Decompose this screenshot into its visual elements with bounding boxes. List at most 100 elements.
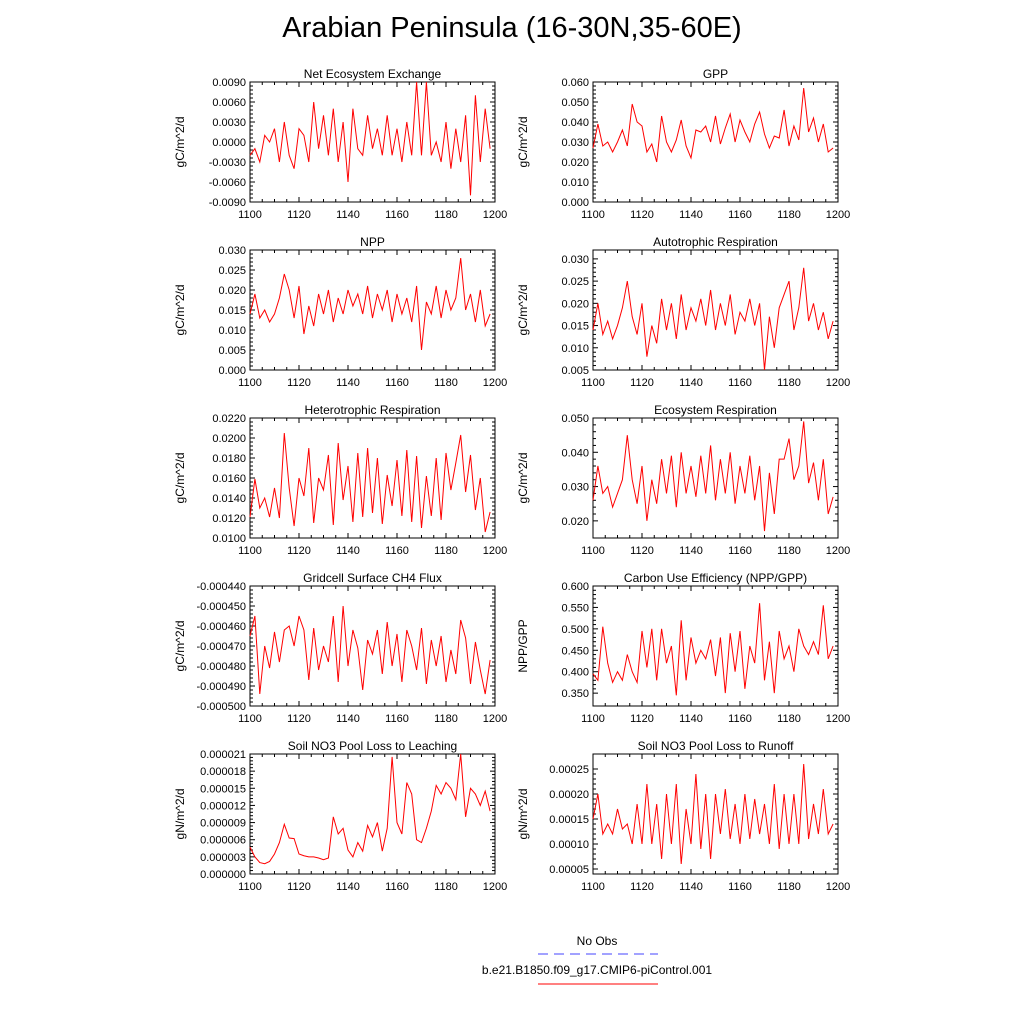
y-tick-label: 0.00005 (549, 864, 589, 876)
y-tick-label: 0.0200 (212, 433, 246, 445)
series-line (592, 267, 834, 371)
x-tick-label: 1140 (679, 209, 703, 221)
x-tick-label: 1120 (630, 881, 654, 893)
x-tick-label: 1100 (238, 713, 262, 725)
y-tick-label: 0.0060 (212, 97, 246, 109)
x-tick-label: 1140 (336, 881, 360, 893)
panel-title: Gridcell Surface CH4 Flux (303, 571, 442, 585)
y-tick-label: 0.600 (561, 581, 589, 593)
x-tick-label: 1100 (581, 713, 605, 725)
y-tick-label: 0.040 (561, 447, 589, 459)
panel-title: Ecosystem Respiration (654, 403, 777, 417)
y-tick-label: 0.000009 (200, 818, 246, 830)
y-axis-label: gC/m^2/d (173, 621, 187, 672)
series-line (249, 432, 491, 533)
y-tick-label: 0.0090 (212, 77, 246, 89)
x-tick-label: 1140 (336, 209, 360, 221)
y-tick-label: 0.000003 (200, 852, 246, 864)
chart-panel: Net Ecosystem Exchange gC/m^2/d 1100 1120 11… (173, 67, 507, 221)
y-tick-label: -0.0060 (209, 177, 246, 189)
series-line (592, 421, 834, 532)
x-tick-label: 1120 (630, 377, 654, 389)
x-tick-label: 1120 (287, 881, 311, 893)
y-tick-label: 0.020 (218, 285, 246, 297)
x-tick-label: 1180 (434, 713, 458, 725)
x-tick-label: 1160 (728, 545, 752, 557)
y-tick-label: 0.000021 (200, 749, 246, 761)
y-axis-label: gC/m^2/d (173, 117, 187, 168)
panel-title: Autotrophic Respiration (653, 235, 778, 249)
x-tick-label: 1140 (679, 545, 703, 557)
y-tick-label: -0.000450 (196, 601, 246, 613)
y-tick-label: 0.00020 (549, 789, 589, 801)
y-tick-label: 0.020 (561, 298, 589, 310)
y-tick-label: 0.450 (561, 645, 589, 657)
y-tick-label: 0.005 (218, 345, 246, 357)
chart-panel: Gridcell Surface CH4 Flux gC/m^2/d 1100 112… (173, 571, 507, 725)
chart-panel: NPP gC/m^2/d 1100 1120 1140 1160 1180 1200 0.000… (173, 235, 507, 389)
y-tick-label: 0.030 (218, 245, 246, 257)
x-tick-label: 1180 (777, 881, 801, 893)
chart-panel: Heterotrophic Respiration gC/m^2/d 1100 112… (173, 403, 507, 557)
y-tick-label: 0.060 (561, 77, 589, 89)
y-tick-label: 0.00015 (549, 814, 589, 826)
x-tick-label: 1160 (385, 209, 409, 221)
series-line (592, 603, 834, 696)
y-tick-label: 0.000015 (200, 783, 246, 795)
y-tick-label: 0.000000 (200, 869, 246, 881)
x-tick-label: 1200 (826, 377, 850, 389)
y-axis-label: NPP/GPP (516, 619, 530, 672)
y-tick-label: 0.005 (561, 365, 589, 377)
x-tick-label: 1140 (336, 377, 360, 389)
y-tick-label: 0.030 (561, 254, 589, 266)
y-tick-label: 0.000012 (200, 800, 246, 812)
x-tick-label: 1100 (581, 209, 605, 221)
x-tick-label: 1160 (728, 209, 752, 221)
y-tick-label: 0.0000 (212, 137, 246, 149)
x-tick-label: 1200 (826, 545, 850, 557)
y-tick-label: 0.0160 (212, 473, 246, 485)
panel-title: GPP (703, 67, 728, 81)
y-axis-label: gN/m^2/d (516, 789, 530, 840)
x-tick-label: 1100 (238, 209, 262, 221)
y-tick-label: 0.020 (561, 157, 589, 169)
x-tick-label: 1160 (728, 377, 752, 389)
x-tick-label: 1160 (385, 881, 409, 893)
chart-panel: Soil NO3 Pool Loss to Runoff gN/m^2/d 1100… (516, 739, 850, 893)
x-tick-label: 1180 (434, 209, 458, 221)
x-tick-label: 1200 (483, 209, 507, 221)
y-tick-label: 0.550 (561, 602, 589, 614)
series-line (592, 763, 834, 865)
y-tick-label: 0.0030 (212, 117, 246, 129)
plot-frame (249, 249, 496, 371)
plot-frame (249, 417, 496, 539)
y-tick-label: -0.0030 (209, 157, 246, 169)
x-tick-label: 1100 (581, 881, 605, 893)
y-tick-label: -0.000480 (196, 661, 246, 673)
x-tick-label: 1160 (728, 713, 752, 725)
y-tick-label: 0.00010 (549, 839, 589, 851)
y-tick-label: -0.0090 (209, 197, 246, 209)
plot-frame (592, 81, 839, 203)
x-tick-label: 1160 (385, 713, 409, 725)
x-tick-label: 1200 (483, 881, 507, 893)
y-tick-label: 0.050 (561, 413, 589, 425)
y-axis-label: gC/m^2/d (173, 453, 187, 504)
series-line (249, 605, 491, 695)
y-axis-label: gC/m^2/d (516, 285, 530, 336)
panel-title: Soil NO3 Pool Loss to Leaching (288, 739, 457, 753)
chart-panel: Carbon Use Efficiency (NPP/GPP) NPP/GPP 11… (516, 571, 850, 725)
x-tick-label: 1200 (826, 881, 850, 893)
x-tick-label: 1140 (679, 881, 703, 893)
y-tick-label: 0.00025 (549, 764, 589, 776)
chart-panel: Soil NO3 Pool Loss to Leaching gN/m^2/d 11… (173, 739, 507, 893)
y-tick-label: -0.000470 (196, 641, 246, 653)
y-tick-label: 0.015 (218, 305, 246, 317)
x-tick-label: 1180 (777, 545, 801, 557)
y-tick-label: 0.030 (561, 482, 589, 494)
y-tick-label: 0.400 (561, 667, 589, 679)
y-tick-label: 0.000 (218, 365, 246, 377)
y-tick-label: 0.000006 (200, 835, 246, 847)
y-tick-label: 0.000018 (200, 766, 246, 778)
panel-title: Carbon Use Efficiency (NPP/GPP) (624, 571, 807, 585)
